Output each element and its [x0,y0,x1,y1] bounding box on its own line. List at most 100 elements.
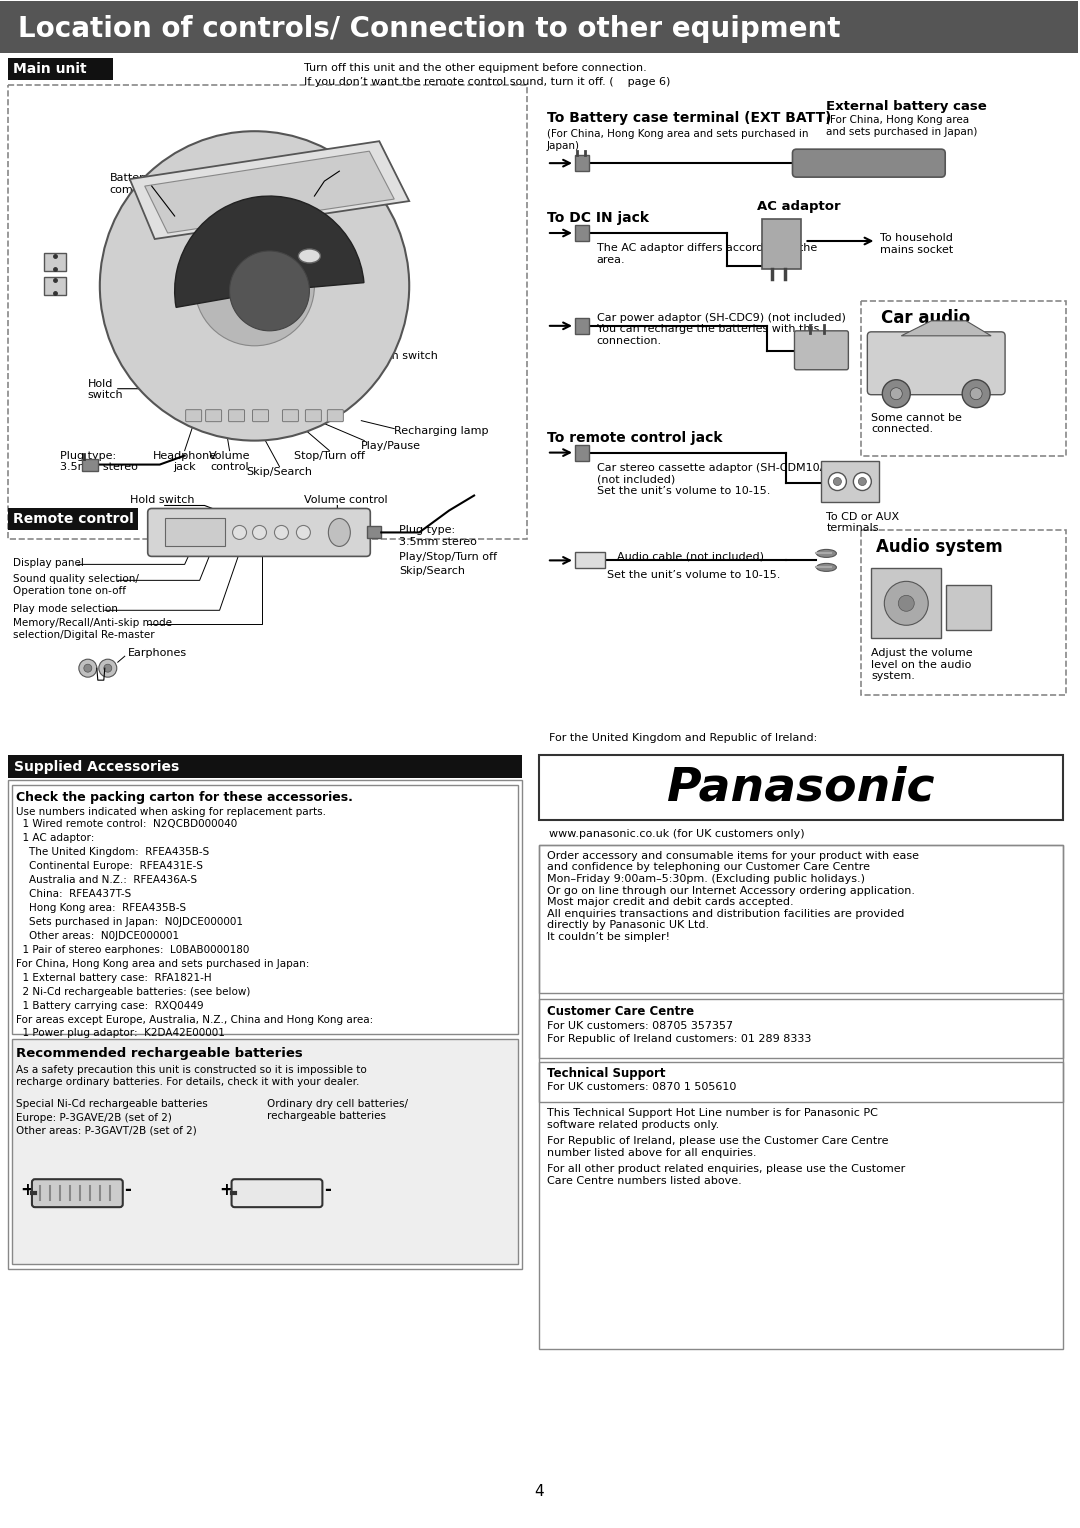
Circle shape [899,596,915,611]
FancyBboxPatch shape [761,219,801,269]
Text: Volume
control: Volume control [208,451,251,472]
Text: Remote control: Remote control [13,512,134,527]
Text: Stop/Turn off: Stop/Turn off [294,451,365,460]
Text: Technical Support: Technical Support [546,1068,665,1080]
Text: Volume control: Volume control [305,495,388,506]
Circle shape [853,472,872,490]
FancyBboxPatch shape [44,277,66,295]
Text: Use numbers indicated when asking for replacement parts.: Use numbers indicated when asking for re… [16,807,326,817]
Polygon shape [145,151,394,232]
Circle shape [962,380,990,408]
Text: Skip/Search: Skip/Search [246,466,312,477]
Text: Memory/Recall/Anti-skip mode
selection/Digital Re-master: Memory/Recall/Anti-skip mode selection/D… [13,619,172,640]
Text: Sound quality selection/
Operation tone on-off: Sound quality selection/ Operation tone … [13,575,139,596]
Text: For Republic of Ireland, please use the Customer Care Centre
number listed above: For Republic of Ireland, please use the … [546,1137,889,1158]
Text: (For China, Hong Kong area and sets purchased in
Japan): (For China, Hong Kong area and sets purc… [546,130,809,151]
Text: Recharging lamp: Recharging lamp [394,426,489,435]
Text: Customer Care Centre: Customer Care Centre [546,1004,694,1018]
Circle shape [232,526,246,539]
Text: Audio cable (not included): Audio cable (not included) [617,552,764,561]
Circle shape [882,380,910,408]
FancyBboxPatch shape [539,755,1063,821]
Text: -: - [124,1181,131,1199]
FancyBboxPatch shape [793,150,945,177]
FancyBboxPatch shape [367,527,381,538]
Text: Open switch: Open switch [369,351,438,361]
Text: www.panasonic.co.uk (for UK customers only): www.panasonic.co.uk (for UK customers on… [549,828,805,839]
Circle shape [243,274,267,298]
Circle shape [859,478,866,486]
FancyBboxPatch shape [164,518,225,547]
Circle shape [274,526,288,539]
Wedge shape [175,196,364,307]
Text: Check the packing carton for these accessories.: Check the packing carton for these acces… [16,792,353,804]
Text: Turn off this unit and the other equipment before connection.: Turn off this unit and the other equipme… [305,63,647,73]
FancyBboxPatch shape [12,1039,518,1264]
Text: Special Ni-Cd rechargeable batteries: Special Ni-Cd rechargeable batteries [16,1099,207,1109]
Text: Other areas: P-3GAVT/2B (set of 2): Other areas: P-3GAVT/2B (set of 2) [16,1125,197,1135]
Text: Play mode selection: Play mode selection [13,604,118,614]
FancyBboxPatch shape [283,410,298,422]
Text: For UK customers: 08705 357357: For UK customers: 08705 357357 [546,1021,733,1030]
Ellipse shape [328,518,350,547]
FancyBboxPatch shape [44,254,66,270]
FancyBboxPatch shape [8,509,138,530]
Text: For Republic of Ireland customers: 01 289 8333: For Republic of Ireland customers: 01 28… [546,1034,811,1045]
FancyBboxPatch shape [205,410,221,422]
Text: 1 Battery carrying case:  RXQ0449: 1 Battery carrying case: RXQ0449 [16,1001,204,1010]
Text: Ordinary dry cell batteries/
rechargeable batteries: Ordinary dry cell batteries/ rechargeabl… [268,1099,408,1122]
Text: If you don’t want the remote control sound, turn it off. (    page 6): If you don’t want the remote control sou… [305,78,671,87]
FancyBboxPatch shape [186,410,202,422]
Circle shape [296,526,310,539]
Text: +: + [19,1181,33,1199]
Text: External battery case: External battery case [826,101,987,113]
Text: Headphone
jack: Headphone jack [152,451,217,472]
Text: Hong Kong area:  RFEA435B-S: Hong Kong area: RFEA435B-S [16,903,186,912]
Text: Set the unit’s volume to 10-15.: Set the unit’s volume to 10-15. [607,570,780,581]
Text: Skip/Search: Skip/Search [400,567,465,576]
Text: Continental Europe:  RFEA431E-S: Continental Europe: RFEA431E-S [16,860,203,871]
Text: Order accessory and consumable items for your product with ease
and confidence b: Order accessory and consumable items for… [546,851,919,943]
Text: Hold switch: Hold switch [130,495,194,506]
Text: For UK customers: 0870 1 505610: For UK customers: 0870 1 505610 [546,1082,737,1093]
FancyBboxPatch shape [82,458,98,471]
Text: Car stereo cassette adaptor (SH-CDM10A)
(not included)
Set the unit’s volume to : Car stereo cassette adaptor (SH-CDM10A) … [597,463,832,495]
Polygon shape [902,321,991,336]
Text: For all other product related enquiries, please use the Customer
Care Centre num: For all other product related enquiries,… [546,1164,905,1186]
Text: 1 Power plug adaptor:  K2DA42E00001: 1 Power plug adaptor: K2DA42E00001 [16,1028,225,1039]
Text: To CD or AUX
terminals: To CD or AUX terminals [826,512,900,533]
Text: Battery
compartment: Battery compartment [110,173,186,194]
FancyBboxPatch shape [306,410,322,422]
FancyBboxPatch shape [0,2,1078,53]
FancyBboxPatch shape [253,410,269,422]
Text: Hold
switch: Hold switch [87,379,123,400]
Text: Earphones: Earphones [127,648,187,659]
Text: Display panel: Display panel [13,558,84,568]
Text: 2 Ni-Cd rechargeable batteries: (see below): 2 Ni-Cd rechargeable batteries: (see bel… [16,987,251,996]
Circle shape [828,472,847,490]
FancyBboxPatch shape [946,585,991,630]
Text: Car audio: Car audio [881,309,971,327]
Text: Plug type:
3.5mm stereo: Plug type: 3.5mm stereo [400,526,477,547]
Text: For areas except Europe, Australia, N.Z., China and Hong Kong area:: For areas except Europe, Australia, N.Z.… [16,1015,374,1024]
FancyBboxPatch shape [872,568,941,639]
FancyBboxPatch shape [575,225,589,241]
Text: Australia and N.Z.:  RFEA436A-S: Australia and N.Z.: RFEA436A-S [16,876,197,885]
Text: China:  RFEA437T-S: China: RFEA437T-S [16,889,131,898]
FancyBboxPatch shape [575,553,605,568]
FancyBboxPatch shape [795,332,849,370]
Circle shape [79,659,97,677]
Text: Europe: P-3GAVE/2B (set of 2): Europe: P-3GAVE/2B (set of 2) [16,1114,172,1123]
Text: Supplied Accessories: Supplied Accessories [14,759,179,775]
FancyBboxPatch shape [8,58,112,81]
Text: This Technical Support Hot Line number is for Panasonic PC
software related prod: This Technical Support Hot Line number i… [546,1108,878,1129]
FancyBboxPatch shape [231,1180,323,1207]
Text: The United Kingdom:  RFEA435B-S: The United Kingdom: RFEA435B-S [16,847,210,857]
Text: Lens: Lens [351,165,378,177]
Circle shape [885,581,928,625]
Text: Audio system: Audio system [876,538,1003,556]
Text: To Battery case terminal (EXT BATT): To Battery case terminal (EXT BATT) [546,112,832,125]
Text: To remote control jack: To remote control jack [546,431,723,445]
Polygon shape [130,141,409,238]
Circle shape [253,526,267,539]
